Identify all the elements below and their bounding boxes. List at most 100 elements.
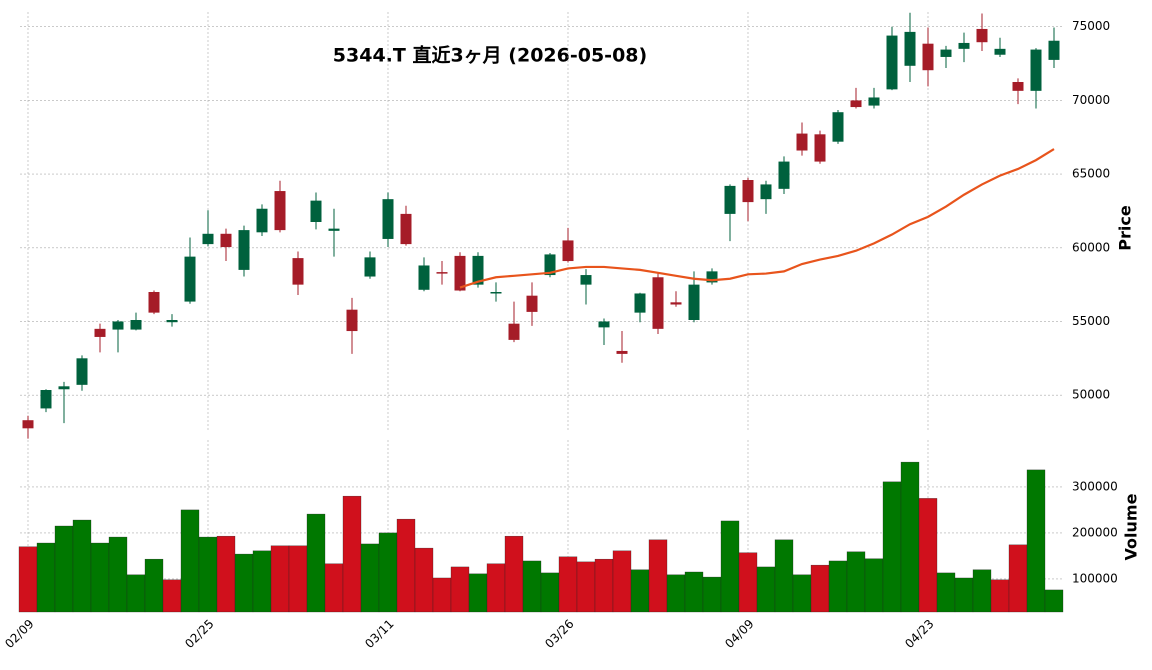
volume-bar [738,552,758,613]
volume-bar [36,542,56,613]
candle-body [490,292,502,294]
volume-bar [918,498,938,613]
candle-body [598,321,610,328]
candle-body [652,277,664,329]
volume-bar [252,550,272,613]
candle-body [688,284,700,320]
moving-average-line [459,148,1055,289]
volume-bar [144,558,164,613]
volume-bar [666,574,686,613]
y-tick-label: 75000 [1072,19,1110,33]
candle-body [94,328,106,337]
candle-body [58,386,70,390]
candle-body [328,228,340,231]
volume-tick-label: 300000 [1072,479,1118,493]
volume-bar [828,560,848,613]
volume-bar [126,574,146,613]
volume-bar [396,518,416,613]
volume-tick-label: 100000 [1072,571,1118,585]
volume-bar [180,509,200,613]
candle-body [1030,49,1042,91]
candle-body [112,321,124,330]
candle-body [526,295,538,312]
candle-body [202,233,214,245]
candle-body [346,309,358,332]
volume-bar [648,539,668,613]
volume-bar [900,461,920,613]
candle-body [832,112,844,142]
candle-body [220,233,232,248]
volume-bar [594,558,614,613]
volume-bar [1008,544,1028,613]
candle-body [634,293,646,313]
candle-body [22,420,34,429]
volume-bar [684,571,704,613]
candle-body [940,49,952,57]
volume-bar [522,560,542,613]
volume-bar [540,572,560,613]
volume-bar [846,551,866,613]
x-tick-label: 04/23 [902,617,936,651]
volume-bar [630,569,650,613]
price-axis-title: Price [1116,205,1135,251]
volume-bar [270,545,290,613]
volume-bar [234,553,254,613]
candle-body [184,256,196,302]
candle-body [976,28,988,43]
volume-bar [1044,589,1064,613]
candle-body [418,265,430,290]
volume-tick-label: 200000 [1072,525,1118,539]
volume-bar [792,574,812,613]
candle-body [76,358,88,385]
candle-body [958,42,970,49]
volume-bar [558,556,578,613]
volume-bar [198,536,218,613]
candle-body [616,350,628,354]
candle-body [670,302,682,305]
y-tick-label: 65000 [1072,167,1110,181]
candle-body [274,191,286,231]
volume-bar [936,572,956,613]
volume-bar [774,539,794,613]
volume-bar [954,577,974,613]
volume-bar [756,566,776,613]
x-tick-label: 03/11 [362,617,396,651]
volume-bar [450,566,470,613]
candle-body [508,323,520,340]
candle-body [850,100,862,108]
volume-bar [378,532,398,613]
volume-bar [54,525,74,613]
candle-body [256,208,268,233]
y-tick-label: 55000 [1072,314,1110,328]
candle-body [742,180,754,203]
volume-bar [288,545,308,613]
candle-body [472,255,484,285]
volume-bar [360,543,380,613]
volume-bar [810,564,830,613]
candle-body [1048,40,1060,60]
volume-bar [432,577,452,613]
candle-body [292,258,304,285]
candle-body [706,271,718,283]
volume-bar [108,536,128,613]
volume-bar [972,569,992,613]
volume-bar [216,535,236,613]
volume-bar [504,535,524,613]
candle-body [130,320,142,330]
x-tick-label: 02/25 [182,617,216,651]
volume-axis-title: Volume [1122,493,1141,560]
volume-bar [612,550,632,613]
candle-body [796,133,808,151]
volume-bar [576,561,596,613]
candle-body [778,161,790,189]
candle-body [40,390,52,409]
x-tick-label: 04/09 [722,617,756,651]
volume-bar [324,563,344,613]
volume-bar [702,576,722,613]
volume-bar [162,579,182,613]
candle-body [310,200,322,222]
volume-bar [864,558,884,613]
candle-body [904,31,916,66]
